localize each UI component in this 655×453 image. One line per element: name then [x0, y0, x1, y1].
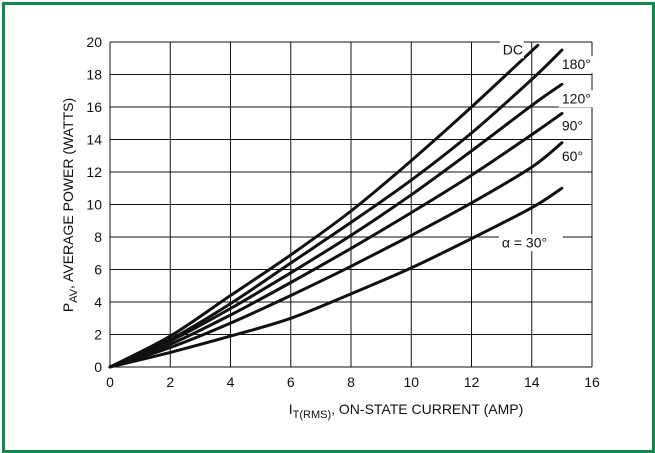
- series-label-background: [558, 117, 591, 135]
- series-label: 120°: [562, 90, 591, 106]
- x-tick-label: 16: [584, 374, 600, 390]
- x-axis-label-sub: T(RMS): [293, 409, 332, 421]
- series-line: [108, 186, 564, 369]
- series-line: [108, 141, 564, 369]
- y-tick-label: 20: [86, 34, 102, 50]
- series-labels: DC 180° 120° 90° 60° α = 30°: [498, 41, 599, 252]
- series-label: 180°: [562, 56, 591, 72]
- y-tick-label: 0: [94, 359, 102, 375]
- series-line: [108, 48, 564, 369]
- x-tick-label: 14: [524, 374, 540, 390]
- series-line: [108, 112, 564, 369]
- x-tick-label: 0: [106, 374, 114, 390]
- y-tick-label: 10: [86, 197, 102, 213]
- y-tick-label: 6: [94, 262, 102, 278]
- y-axis-label: PAV, AVERAGE POWER (WATTS): [60, 98, 80, 312]
- series-line: [108, 43, 540, 369]
- y-tick-label: 8: [94, 229, 102, 245]
- x-tick-label: 8: [347, 374, 355, 390]
- x-tick-label: 6: [287, 374, 295, 390]
- series-label-background: [499, 41, 524, 59]
- y-tick-label: 18: [86, 67, 102, 83]
- x-axis-label-rest: , ON-STATE CURRENT (AMP): [331, 401, 523, 417]
- series-curves: [108, 43, 564, 369]
- x-axis-label-main: I: [289, 401, 293, 417]
- series-label-background: [498, 234, 563, 252]
- x-tick-label: 12: [464, 374, 480, 390]
- series-label: 90°: [562, 118, 583, 134]
- y-axis-label-sub: AV: [68, 288, 80, 303]
- series-line: [108, 82, 564, 369]
- x-axis-label: IT(RMS), ON-STATE CURRENT (AMP): [289, 401, 524, 421]
- series-label: 60°: [562, 148, 583, 164]
- series-label: α = 30°: [502, 234, 547, 250]
- series-label-background: [558, 90, 599, 108]
- y-tick-label: 2: [94, 327, 102, 343]
- series-label: DC: [503, 41, 523, 57]
- y-axis-label-rest: , AVERAGE POWER (WATTS): [60, 98, 76, 289]
- x-tick-label: 10: [403, 374, 419, 390]
- y-tick-label: 14: [86, 132, 102, 148]
- x-tick-label: 4: [227, 374, 235, 390]
- series-label-background: [558, 147, 591, 165]
- tick-labels: 0 2 4 6 8 10 12 14 16 0 2 4 6 8 10 12 14 16 18 20: [86, 34, 600, 390]
- y-tick-label: 4: [94, 294, 102, 310]
- series-label-background: [558, 56, 599, 74]
- x-tick-label: 2: [166, 374, 174, 390]
- y-tick-label: 16: [86, 99, 102, 115]
- y-tick-label: 12: [86, 164, 102, 180]
- y-axis-label-main: P: [60, 303, 76, 312]
